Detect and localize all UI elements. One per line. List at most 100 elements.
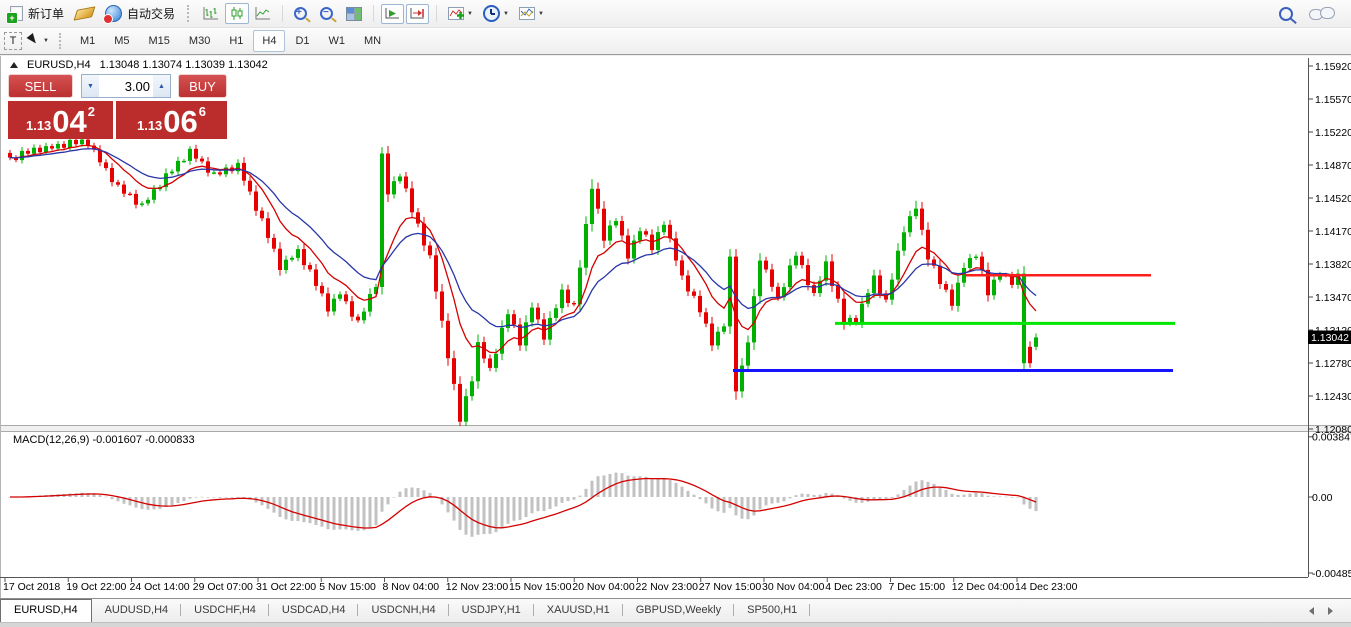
toolbar-drag-handle[interactable] xyxy=(187,5,193,22)
macd-axis-label: -0.004856 xyxy=(1312,568,1351,580)
new-order-button[interactable]: + 新订单 xyxy=(4,3,70,24)
price-axis-label: 1.12780 xyxy=(1315,358,1351,370)
time-axis-label[interactable]: 7 Dec 15:00 xyxy=(889,581,946,593)
macd-signal-line xyxy=(10,477,1037,529)
time-axis-label[interactable]: 15 Nov 15:00 xyxy=(509,581,572,593)
chart-ohlc-values: 1.13048 1.13074 1.13039 1.13042 xyxy=(99,59,268,71)
volume-input[interactable] xyxy=(99,75,153,97)
chevron-down-icon: ▼ xyxy=(502,10,509,17)
buy-price-base: 1.13 xyxy=(136,118,163,133)
time-axis-label[interactable]: 4 Dec 23:00 xyxy=(825,581,882,593)
timeframe-W1[interactable]: W1 xyxy=(328,35,346,47)
chart-tab-XAUUSD[interactable]: XAUUSD,H1 xyxy=(534,599,623,622)
indicators-button[interactable]: ▼ xyxy=(444,3,477,24)
buy-price-pip: 6 xyxy=(198,104,207,119)
macd-pane[interactable] xyxy=(8,472,1038,537)
chart-tab-SP500[interactable]: SP500,H1 xyxy=(734,599,811,622)
buy-button[interactable]: BUY xyxy=(178,74,227,98)
time-axis-label[interactable]: 31 Oct 22:00 xyxy=(256,581,316,593)
time-axis-label[interactable]: 17 Oct 2018 xyxy=(3,581,60,593)
one-click-trade-panel: SELL ▼ ▲ BUY 1.13 04 2 1.13 06 6 xyxy=(8,74,227,139)
sell-button[interactable]: SELL xyxy=(8,74,73,98)
time-axis-label[interactable]: 14 Dec 23:00 xyxy=(1015,581,1078,593)
chart-window: 1.15920 1.15570 1.15220 1.14870 1.14520 1.141… xyxy=(0,56,1351,598)
timeframe-M30[interactable]: M30 xyxy=(188,35,211,47)
sell-price-base: 1.13 xyxy=(25,118,52,133)
price-axis-label: 1.14170 xyxy=(1315,226,1351,238)
time-axis-label[interactable]: 27 Nov 15:00 xyxy=(699,581,762,593)
chart-shift-button[interactable] xyxy=(406,3,430,24)
auto-scroll-button[interactable] xyxy=(381,3,405,24)
line-chart-button[interactable] xyxy=(251,3,275,24)
sell-price-button[interactable]: 1.13 04 2 xyxy=(8,101,113,139)
chart-tab-USDCAD[interactable]: USDCAD,H4 xyxy=(269,599,359,622)
time-axis-label[interactable]: 8 Nov 04:00 xyxy=(383,581,440,593)
toolbar-separator xyxy=(436,5,438,22)
candlestick-chart-button[interactable] xyxy=(225,3,250,24)
chevron-down-icon: ▼ xyxy=(43,38,49,44)
chevron-down-icon: ▼ xyxy=(467,10,473,17)
price-axis-label: 1.12430 xyxy=(1315,391,1351,403)
buy-price-big: 06 xyxy=(163,104,198,139)
volume-increase-button[interactable]: ▲ xyxy=(153,75,170,97)
timeframe-M1[interactable]: M1 xyxy=(79,35,96,47)
timeframe-M5[interactable]: M5 xyxy=(114,35,130,47)
toolbar-drag-handle[interactable] xyxy=(58,33,65,49)
time-axis-label[interactable]: 12 Dec 04:00 xyxy=(952,581,1015,593)
tab-scroll-left-icon[interactable] xyxy=(1305,606,1314,615)
time-axis-label[interactable]: 30 Nov 04:00 xyxy=(762,581,825,593)
time-axis-label[interactable]: 29 Oct 07:00 xyxy=(193,581,253,593)
time-axis-label[interactable]: 19 Oct 22:00 xyxy=(66,581,126,593)
new-order-icon: + xyxy=(6,6,23,24)
text-tool-button[interactable]: T xyxy=(4,32,22,50)
chart-tab-USDCHF[interactable]: USDCHF,H4 xyxy=(181,599,269,622)
time-axis-label[interactable]: 20 Nov 04:00 xyxy=(572,581,635,593)
highlighter-icon[interactable] xyxy=(73,6,96,21)
buy-price-button[interactable]: 1.13 06 6 xyxy=(116,101,227,139)
timeframe-bar: M1 M5 M15 M30 H1 H4 D1 W1 MN xyxy=(71,30,390,52)
indicators-icon xyxy=(448,7,465,20)
ma-line-fast xyxy=(9,144,1037,354)
chart-tab-USDCNH[interactable]: USDCNH,H4 xyxy=(358,599,449,622)
chart-symbol-period: EURUSD,H4 xyxy=(27,59,91,71)
collapse-panel-icon[interactable] xyxy=(10,62,18,68)
timeframe-D1[interactable]: D1 xyxy=(295,35,310,47)
timeframe-H4[interactable]: H4 xyxy=(253,30,286,52)
chart-tab-EURUSD[interactable]: EURUSD,H4 xyxy=(0,599,92,622)
sell-price-big: 04 xyxy=(52,104,87,139)
auto-trading-button[interactable]: 自动交易 xyxy=(99,3,181,24)
price-axis-label: 1.14870 xyxy=(1315,160,1351,172)
tab-scroll-arrows xyxy=(1305,599,1351,622)
zoom-out-icon xyxy=(320,6,334,20)
time-axis-label[interactable]: 12 Nov 23:00 xyxy=(446,581,509,593)
volume-decrease-button[interactable]: ▼ xyxy=(82,75,99,97)
templates-button[interactable]: ▼ xyxy=(515,3,548,24)
tile-windows-button[interactable] xyxy=(342,3,366,25)
periods-button[interactable]: ▼ xyxy=(479,1,513,26)
timeframe-MN[interactable]: MN xyxy=(364,35,382,47)
price-axis-label: 1.13470 xyxy=(1315,292,1351,304)
macd-indicator-label: MACD(12,26,9) -0.001607 -0.000833 xyxy=(13,434,195,446)
chart-tab-GBPUSD[interactable]: GBPUSD,Weekly xyxy=(623,599,735,622)
cursor-icon xyxy=(26,33,42,49)
chart-tabs: EURUSD,H4 AUDUSD,H4 USDCHF,H4 USDCAD,H4 USDC… xyxy=(0,599,811,622)
search-icon[interactable] xyxy=(1279,6,1293,21)
timeframe-M15[interactable]: M15 xyxy=(148,35,170,47)
bar-chart-button[interactable] xyxy=(199,3,223,24)
zoom-in-button[interactable] xyxy=(290,1,314,26)
tab-scroll-right-icon[interactable] xyxy=(1328,606,1337,615)
zoom-out-button[interactable] xyxy=(316,1,340,26)
macd-axis-label: 0.003847 xyxy=(1312,432,1351,444)
cursor-mode-button[interactable]: ▼ xyxy=(24,30,53,52)
timeframe-H1[interactable]: H1 xyxy=(229,35,244,47)
chart-tab-AUDUSD[interactable]: AUDUSD,H4 xyxy=(92,599,182,622)
sell-price-pip: 2 xyxy=(87,104,96,119)
chat-icon[interactable] xyxy=(1309,6,1335,21)
chart-tab-USDJPY[interactable]: USDJPY,H1 xyxy=(449,599,534,622)
time-axis-label[interactable]: 24 Oct 14:00 xyxy=(130,581,190,593)
time-axis-label[interactable]: 22 Nov 23:00 xyxy=(636,581,699,593)
time-axis-label[interactable]: 5 Nov 15:00 xyxy=(319,581,376,593)
chart-canvas[interactable]: 1.15920 1.15570 1.15220 1.14870 1.14520 1.141… xyxy=(0,56,1351,598)
price-pane[interactable] xyxy=(8,136,1175,428)
